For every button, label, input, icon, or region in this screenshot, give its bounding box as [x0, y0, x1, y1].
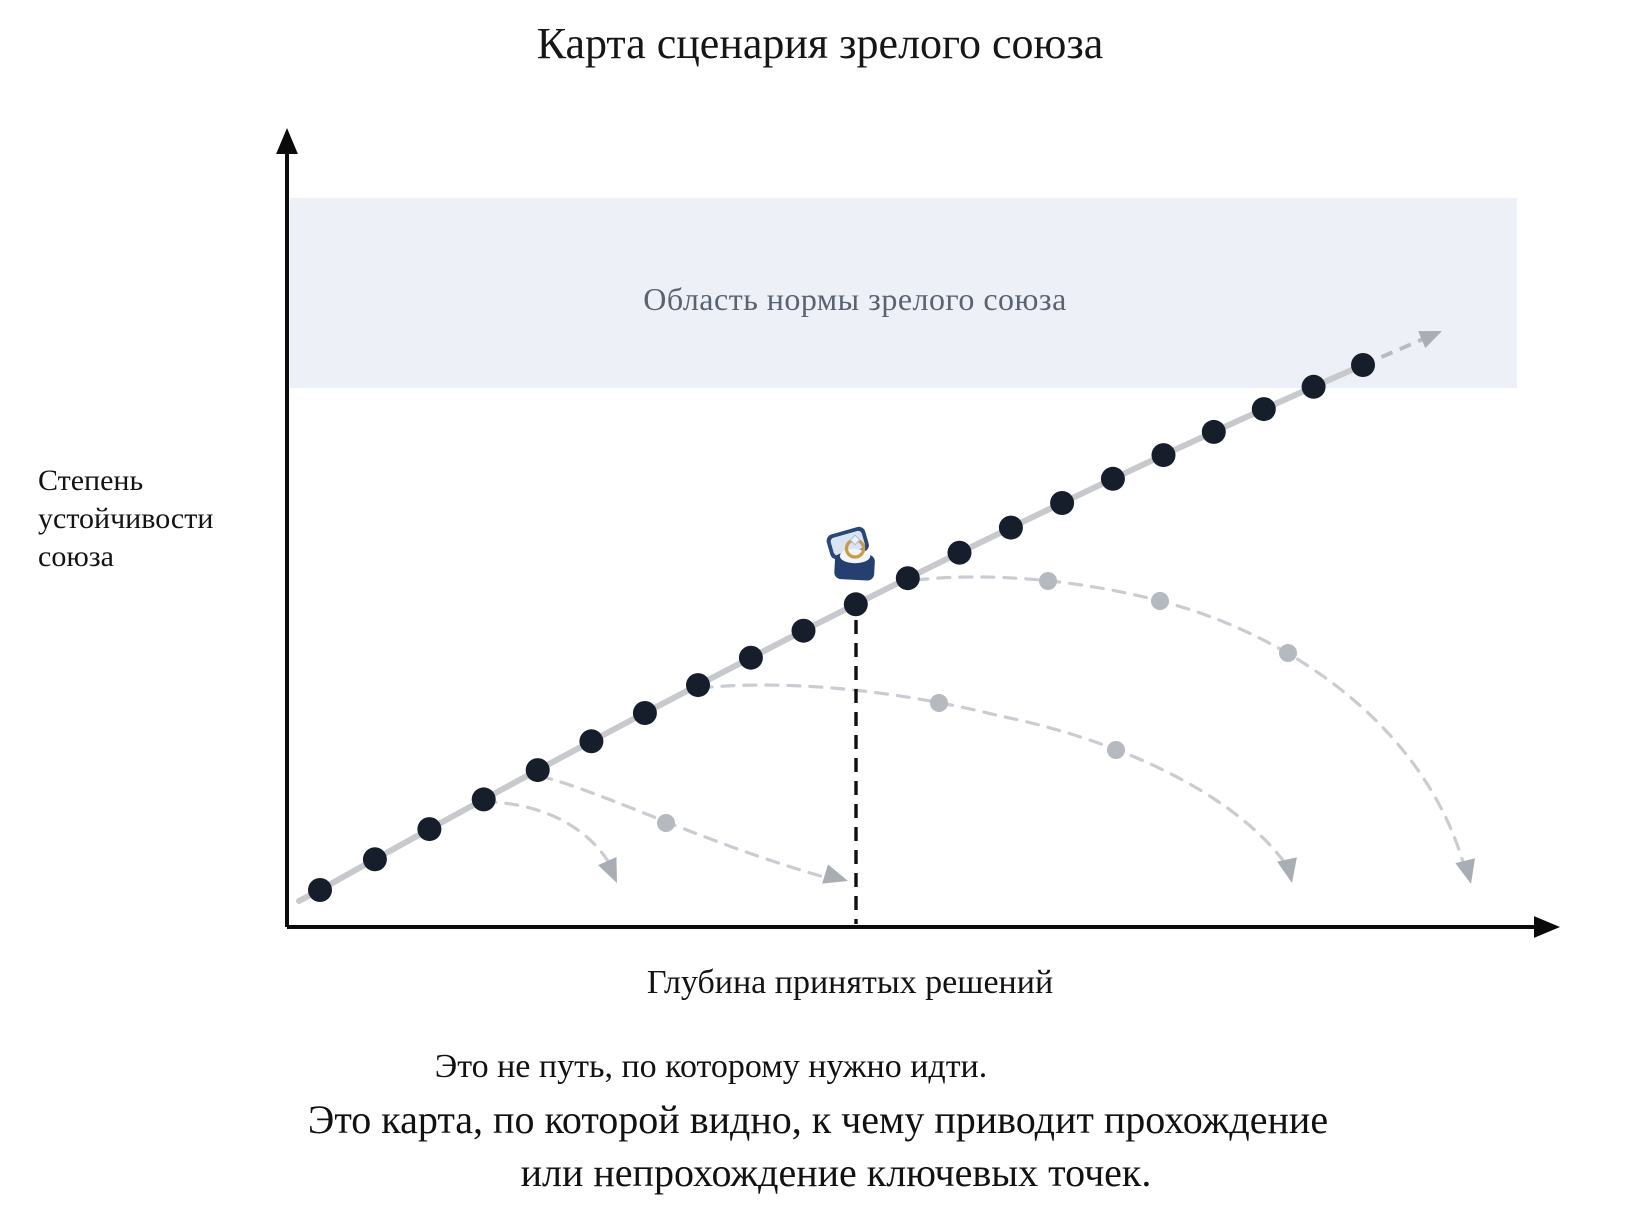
trajectory-dot: [525, 758, 550, 783]
trajectory-dot: [1100, 466, 1125, 491]
trajectory-dot: [1351, 353, 1375, 377]
trajectory-dot: [1201, 419, 1226, 444]
trajectory-dot: [791, 618, 816, 643]
faded-branch-dot: [657, 814, 675, 832]
trajectory-dot: [998, 515, 1023, 540]
failure-branch-path: [482, 800, 613, 868]
failure-branch-path: [914, 575, 1465, 864]
branch-arrowhead: [1277, 857, 1297, 883]
y-axis-label-line: союза: [38, 540, 114, 573]
trajectory-dot: [738, 645, 763, 670]
trajectory-dot: [579, 729, 604, 754]
branch-arrowhead: [1455, 858, 1475, 884]
norm-band-label: Область нормы зрелого союза: [643, 281, 1067, 317]
branch-arrowhead: [822, 864, 848, 884]
trajectory-dot: [308, 878, 332, 902]
y-axis-arrowhead: [276, 128, 298, 154]
caption-line: Это не путь, по которому нужно идти.: [434, 1048, 988, 1085]
faded-branch-dot: [930, 694, 948, 712]
trajectory-dot: [1251, 397, 1276, 422]
faded-branch-dot: [1279, 644, 1297, 662]
trajectory-dot: [632, 701, 657, 725]
caption-line: Это карта, по которой видно, к чему прив…: [307, 1097, 1329, 1142]
y-axis-label-line: Степень: [38, 464, 144, 497]
faded-branch-dot: [1107, 741, 1125, 759]
y-axis-label-line: устойчивости: [38, 502, 214, 535]
y-axis-label: Степень устойчивости союза: [38, 462, 213, 576]
x-axis-label: Глубина принятых решений: [646, 964, 1054, 1001]
norm-band: [290, 198, 1517, 388]
trajectory-dot: [471, 787, 496, 812]
trajectory-line: [296, 362, 1366, 904]
trajectory-dot: [417, 817, 442, 842]
ring-box-icon: [826, 526, 875, 581]
trajectory-dot: [686, 673, 710, 698]
milestone-dot: [843, 592, 868, 617]
page-title: Карта сценария зрелого союза: [536, 19, 1104, 68]
trajectory-dot: [1301, 374, 1326, 399]
faded-branch-dot: [1151, 592, 1169, 610]
failure-branch-path: [538, 774, 833, 881]
caption-line: или непрохождение ключевых точек.: [520, 1150, 1152, 1195]
plot-layer: [276, 128, 1560, 938]
ring-gem: [849, 534, 861, 546]
trajectory-dot: [362, 847, 387, 872]
failure-branch-path: [698, 683, 1287, 865]
branch-arrowhead: [598, 856, 617, 883]
trajectory-dot: [1151, 443, 1176, 468]
trajectory-arrowhead: [1418, 331, 1442, 349]
trajectory-dot: [895, 566, 920, 591]
trajectory-dot: [947, 540, 972, 565]
x-axis-arrowhead: [1534, 916, 1560, 938]
trajectory-dot: [1050, 491, 1075, 515]
faded-branch-dot: [1039, 572, 1057, 590]
